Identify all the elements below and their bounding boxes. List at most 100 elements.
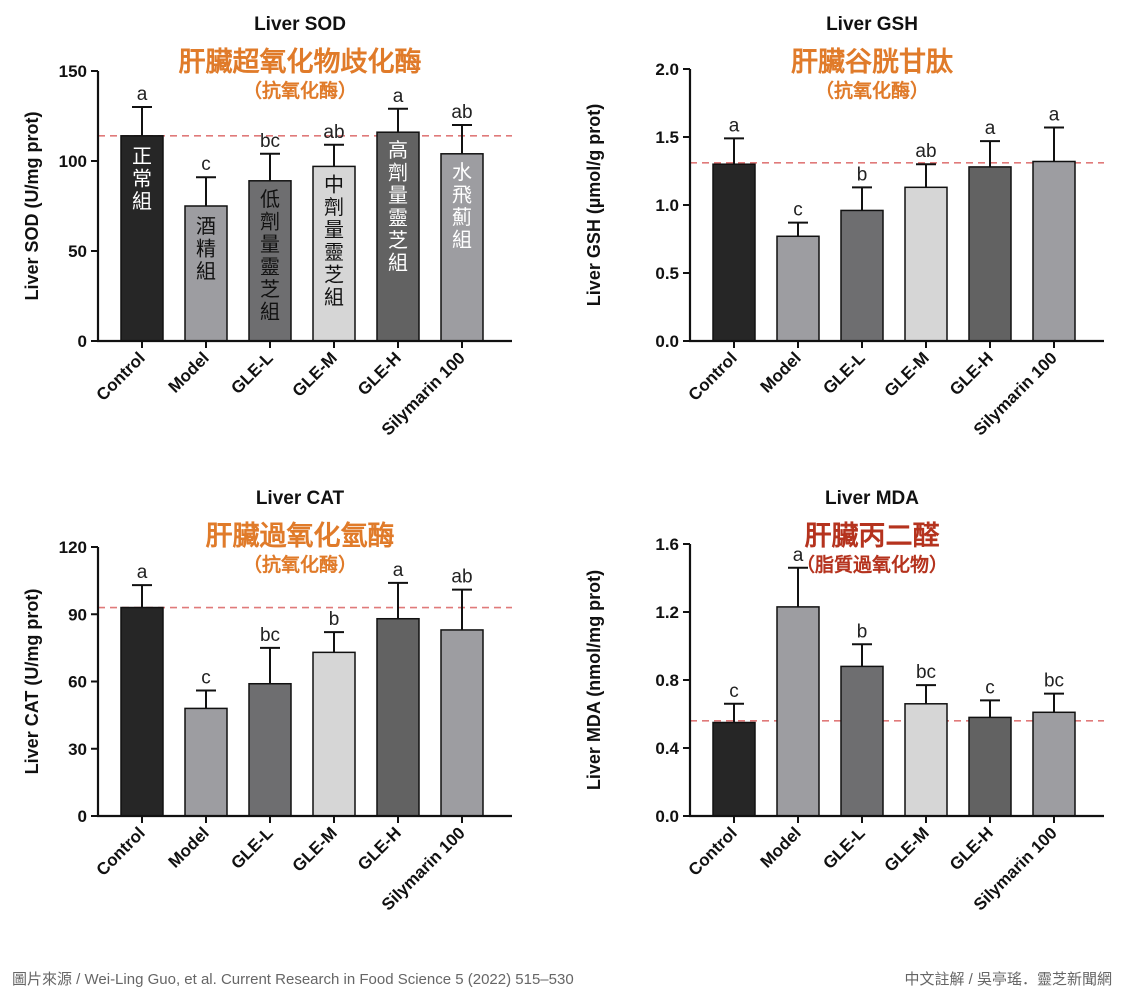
y-tick-label: 0.8 [655, 671, 679, 690]
x-tick-label: GLE-M [881, 823, 933, 875]
x-tick-label: GLE-M [289, 823, 341, 875]
chart-subtitle-zh: （抗氧化酶） [242, 80, 357, 102]
significance-letter: a [985, 118, 996, 139]
bar-silymarin-100 [440, 153, 484, 342]
y-tick-label: 100 [59, 152, 87, 171]
bar-silymarin-100 [440, 629, 484, 817]
x-tick-label: GLE-H [354, 823, 405, 874]
x-tick-label: Control [93, 348, 149, 404]
y-tick-label: 1.2 [655, 603, 679, 622]
x-tick-label: Control [685, 348, 741, 404]
bar-model [184, 707, 228, 817]
bar-label-zh: 酒精組 [196, 214, 216, 283]
chart-title-zh: 肝臟超氧化物歧化酶 [178, 47, 422, 78]
x-tick-label: GLE-H [354, 348, 405, 399]
x-tick-label: GLE-L [819, 823, 868, 872]
y-tick-label: 0.0 [655, 807, 679, 826]
chart-title-zh: 肝臟谷胱甘肽 [791, 47, 953, 78]
y-axis-label: Liver SOD (U/mg prot) [22, 111, 42, 300]
significance-letter: b [329, 609, 340, 630]
chart-title-zh: 肝臟丙二醛 [804, 521, 940, 552]
bar-chart-svg: aControlcModelbGLE-LabGLE-MaGLE-HaSilyma… [584, 60, 1104, 439]
bar-control [712, 721, 756, 817]
significance-letter: a [729, 115, 740, 136]
bar-gle-m [312, 651, 356, 817]
bar-gle-h [376, 131, 420, 342]
chart-panel-cat: Liver CAT 肝臟過氧化氫酶 （抗氧化酶） a Control c Model b… [0, 474, 562, 944]
x-tick-label: Model [757, 823, 805, 871]
x-tick-label: GLE-L [819, 348, 868, 397]
bar-gle-l [248, 180, 292, 342]
image-source-credit: 圖片來源 / Wei-Ling Guo, et al. Current Rese… [12, 971, 574, 988]
significance-letter: ab [451, 567, 472, 588]
significance-letter: bc [260, 131, 280, 152]
bar-silymarin-100 [1032, 160, 1076, 342]
significance-letter: c [985, 677, 995, 698]
significance-letter: c [201, 154, 211, 175]
y-tick-label: 150 [59, 62, 87, 81]
bar-chart-svg: aControlcModelbcGLE-LbGLE-MaGLE-HabSilym… [22, 538, 512, 914]
chart-panel-sod: Liver SOD 肝臟超氧化物歧化酶 （抗氧化酶） a 正常組 Control c 酒… [0, 0, 562, 470]
bar-silymarin-100 [1032, 711, 1076, 817]
chart-title: Liver GSH [826, 14, 918, 35]
x-tick-label: Model [757, 348, 805, 396]
y-axis-label: Liver MDA (nmol/mg prot) [584, 570, 604, 790]
significance-letter: a [137, 562, 148, 583]
y-tick-label: 0.4 [655, 739, 679, 758]
y-tick-label: 60 [68, 673, 87, 692]
y-tick-label: 1.5 [655, 128, 679, 147]
chart-panel-mda: Liver MDA 肝臟丙二醛 （脂質過氧化物） c Control a Model b… [562, 474, 1124, 944]
x-tick-label: Control [685, 823, 741, 879]
y-tick-label: 0.0 [655, 332, 679, 351]
significance-letter: b [857, 164, 868, 185]
x-tick-label: GLE-H [946, 823, 997, 874]
significance-letter: a [393, 86, 404, 107]
bar-gle-l [840, 209, 884, 342]
y-tick-label: 90 [68, 605, 87, 624]
bar-label-zh: 正常組 [132, 144, 152, 213]
significance-letter: a [793, 545, 804, 566]
bar-gle-m [904, 703, 948, 817]
bar-gle-h [376, 617, 420, 817]
bar-control [120, 135, 164, 342]
bar-control [712, 163, 756, 342]
bar-label-zh: 高劑量靈芝組 [388, 138, 408, 275]
x-tick-label: GLE-L [227, 348, 276, 397]
significance-letter: bc [916, 662, 936, 683]
chart-subtitle-zh: （抗氧化酶） [814, 80, 929, 102]
y-tick-label: 50 [68, 242, 87, 261]
x-tick-label: GLE-M [289, 348, 341, 400]
significance-letter: ab [451, 102, 472, 123]
bar-gle-h [968, 716, 1012, 817]
y-axis-label: Liver GSH (µmol/g prot) [584, 104, 604, 306]
significance-letter: a [393, 560, 404, 581]
bar-label-zh: 中劑量靈芝組 [324, 172, 344, 309]
y-tick-label: 1.6 [655, 535, 679, 554]
chart-title: Liver MDA [825, 488, 919, 509]
x-tick-label: GLE-L [227, 823, 276, 872]
chart-subtitle-zh: （脂質過氧化物） [795, 554, 948, 576]
significance-letter: a [137, 84, 148, 105]
y-tick-label: 2.0 [655, 60, 679, 79]
bar-gle-m [312, 165, 356, 342]
significance-letter: bc [1044, 671, 1064, 692]
bar-label-zh: 低劑量靈芝組 [260, 187, 280, 323]
bar-chart-svg: a 正常組 Control c 酒精組 Model bc 低劑量靈芝組 GLE-L ab 中劑量靈芝… [22, 62, 512, 439]
y-tick-label: 1.0 [655, 196, 679, 215]
bar-gle-l [840, 665, 884, 817]
x-tick-label: GLE-M [881, 348, 933, 400]
y-tick-label: 0 [78, 807, 87, 826]
chart-subtitle-zh: （抗氧化酶） [242, 554, 357, 576]
significance-letter: c [793, 200, 803, 221]
annotation-credit: 中文註解 / 吳亭瑤．靈芝新聞網 [904, 971, 1112, 988]
significance-letter: ab [323, 122, 344, 143]
bar-gle-m [904, 186, 948, 342]
bar-gle-h [968, 166, 1012, 342]
chart-title: Liver SOD [254, 14, 346, 35]
bar-control [120, 606, 164, 817]
y-tick-label: 0 [78, 332, 87, 351]
bar-model [776, 235, 820, 342]
significance-letter: c [729, 681, 739, 702]
bar-chart-svg: cControlaModelbGLE-LbcGLE-McGLE-HbcSilym… [584, 535, 1104, 914]
significance-letter: ab [915, 141, 936, 162]
